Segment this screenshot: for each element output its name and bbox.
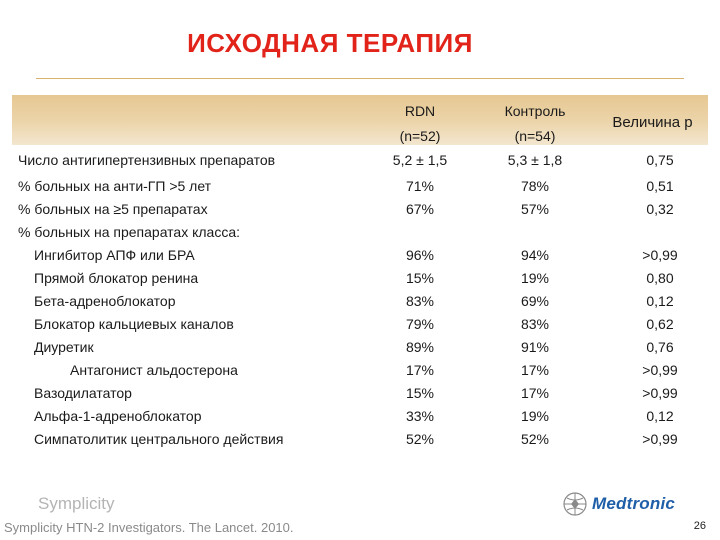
row-label: Антагонист альдостерона — [70, 362, 238, 378]
medtronic-logo: Medtronic — [562, 490, 675, 518]
header-rdn: RDN (n=52) — [380, 101, 460, 147]
rdn-value: 15% — [405, 270, 435, 286]
row-label: % больных на анти-ГП >5 лет — [18, 178, 212, 194]
rdn-value: 67% — [405, 201, 435, 217]
row-label: Вазодилататор — [34, 385, 132, 401]
table-row: Антагонист альдостерона 17% 17% >0,99 — [0, 362, 720, 384]
row-label: Ингибитор АПФ или БРА — [34, 247, 195, 263]
control-value: 78% — [520, 178, 550, 194]
table-row: Бета-адреноблокатор 83% 69% 0,12 — [0, 293, 720, 315]
row-label: Диуретик — [34, 339, 94, 355]
control-value: 69% — [520, 293, 550, 309]
table-header-band — [12, 95, 708, 145]
table-row: Ингибитор АПФ или БРА 96% 94% >0,99 — [0, 247, 720, 269]
rdn-value: 79% — [405, 316, 435, 332]
control-value: 52% — [520, 431, 550, 447]
p-value: 0,51 — [646, 178, 674, 194]
control-value: 91% — [520, 339, 550, 355]
title-divider — [36, 78, 684, 79]
control-value: 94% — [520, 247, 550, 263]
footer-brand: Symplicity — [38, 494, 115, 513]
control-value: 17% — [520, 385, 550, 401]
rdn-value: 33% — [405, 408, 435, 424]
p-value: 0,75 — [646, 152, 674, 168]
row-label: Блокатор кальциевых каналов — [34, 316, 234, 332]
p-value: >0,99 — [642, 247, 678, 263]
therapy-table: Число антигипертензивных препаратов 5,2 ±… — [0, 152, 720, 453]
control-value: 17% — [520, 362, 550, 378]
header-p-value: Величина p — [612, 114, 693, 131]
footer-citation: Symplicity HTN-2 Investigators. The Lanc… — [4, 520, 294, 535]
table-row: Диуретик 89% 91% 0,76 — [0, 339, 720, 361]
table-row: % больных на ≥5 препаратах 67% 57% 0,32 — [0, 201, 720, 223]
rdn-value: 83% — [405, 293, 435, 309]
control-value: 83% — [520, 316, 550, 332]
logo-text: Medtronic — [592, 494, 676, 513]
p-value: >0,99 — [642, 431, 678, 447]
rdn-value: 17% — [405, 362, 435, 378]
row-label: Бета-адреноблокатор — [34, 293, 176, 309]
table-row: Альфа-1-адреноблокатор 33% 19% 0,12 — [0, 408, 720, 430]
row-label: % больных на препаратах класса: — [18, 224, 241, 240]
rdn-value: 71% — [405, 178, 435, 194]
p-value: 0,12 — [646, 408, 674, 424]
rdn-value: 89% — [405, 339, 435, 355]
table-row: % больных на анти-ГП >5 лет 71% 78% 0,51 — [0, 178, 720, 200]
rdn-value: 96% — [405, 247, 435, 263]
rdn-value: 52% — [405, 431, 435, 447]
control-value: 5,3 ± 1,8 — [507, 152, 563, 168]
header-control: Контроль (n=54) — [490, 101, 580, 147]
page-number: 26 — [693, 520, 706, 532]
row-label: Число антигипертензивных препаратов — [18, 152, 276, 168]
table-row: Блокатор кальциевых каналов 79% 83% 0,62 — [0, 316, 720, 338]
control-value: 19% — [520, 408, 550, 424]
table-row: % больных на препаратах класса: — [0, 224, 720, 246]
rdn-value: 5,2 ± 1,5 — [392, 152, 448, 168]
row-label: Симпатолитик центрального действия — [34, 431, 284, 447]
medtronic-globe-icon — [563, 492, 587, 516]
row-label: Прямой блокатор ренина — [34, 270, 199, 286]
p-value: 0,62 — [646, 316, 674, 332]
slide-title: ИСХОДНАЯ ТЕРАПИЯ — [187, 28, 473, 58]
table-row: Вазодилататор 15% 17% >0,99 — [0, 385, 720, 407]
p-value: 0,12 — [646, 293, 674, 309]
header-control-name: Контроль — [504, 103, 566, 119]
header-rdn-name: RDN — [404, 103, 436, 119]
p-value: 0,76 — [646, 339, 674, 355]
table-row: Прямой блокатор ренина 15% 19% 0,80 — [0, 270, 720, 292]
row-label: % больных на ≥5 препаратах — [18, 201, 208, 217]
p-value: >0,99 — [642, 385, 678, 401]
header-rdn-n: (n=52) — [399, 128, 441, 144]
p-value: >0,99 — [642, 362, 678, 378]
row-label: Альфа-1-адреноблокатор — [34, 408, 202, 424]
rdn-value: 15% — [405, 385, 435, 401]
control-value: 19% — [520, 270, 550, 286]
table-row: Число антигипертензивных препаратов 5,2 ±… — [0, 152, 720, 174]
control-value: 57% — [520, 201, 550, 217]
table-row: Симпатолитик центрального действия 52% 52%… — [0, 431, 720, 453]
p-value: 0,32 — [646, 201, 674, 217]
header-control-n: (n=54) — [514, 128, 556, 144]
p-value: 0,80 — [646, 270, 674, 286]
